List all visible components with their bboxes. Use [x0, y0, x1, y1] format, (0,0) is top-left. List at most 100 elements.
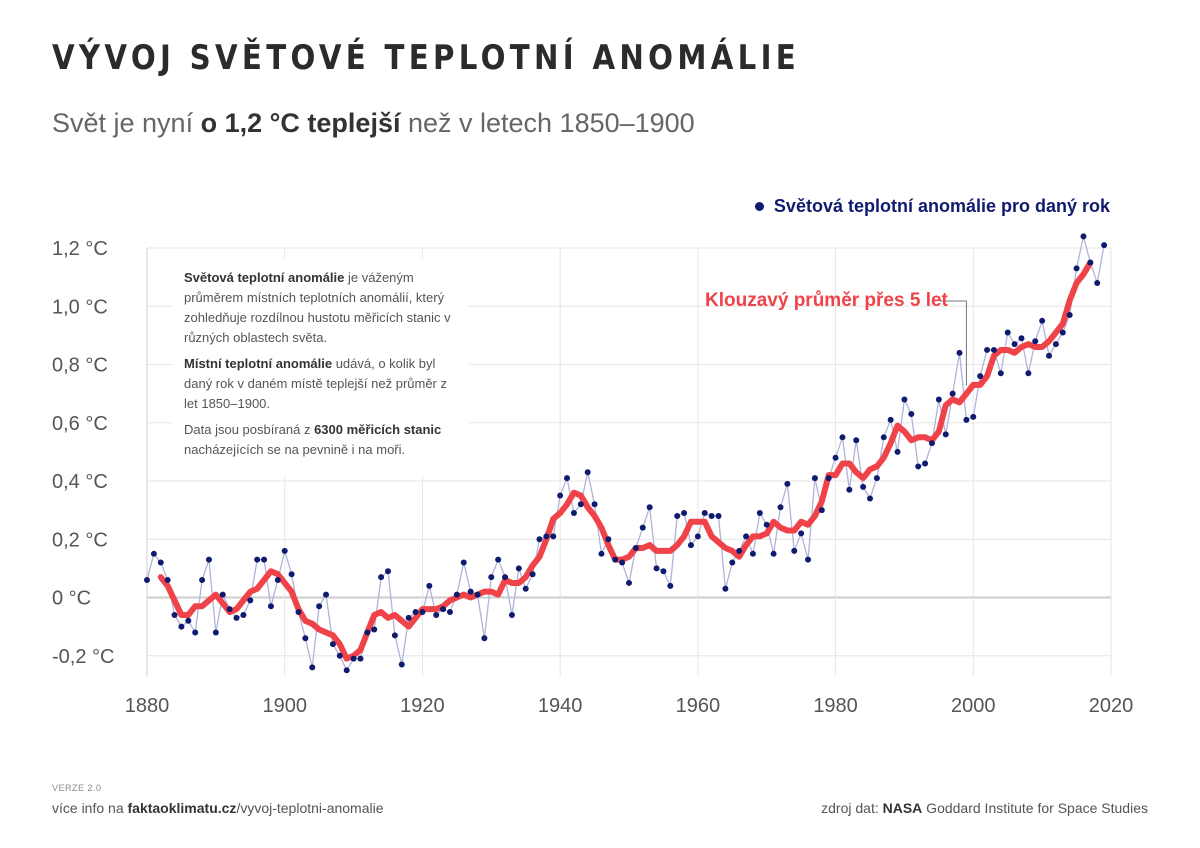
- legend-annual-label: Světová teplotní anomálie pro daný rok: [773, 196, 1110, 216]
- annual-anomaly-point: [267, 603, 274, 610]
- info-text-global: je váženým průměrem místních teplotních …: [184, 270, 451, 345]
- subtitle-after: než v letech 1850–1900: [400, 108, 695, 138]
- annual-anomaly-point: [164, 577, 171, 584]
- annual-anomaly-point: [515, 565, 522, 572]
- info-paragraph-1: Světová teplotní anomálie je váženým prů…: [184, 268, 459, 348]
- annual-anomaly-point: [722, 585, 729, 592]
- annual-anomaly-point: [446, 609, 453, 616]
- annual-anomaly-point: [584, 469, 591, 476]
- annual-anomaly-point: [412, 609, 419, 616]
- annual-anomaly-point: [378, 574, 385, 581]
- annual-anomaly-point: [419, 609, 426, 616]
- x-tick-label: 2020: [1089, 695, 1134, 717]
- annual-anomaly-point: [667, 582, 674, 589]
- annual-connector-line: [146, 236, 1105, 672]
- annual-anomaly-point: [805, 556, 812, 563]
- annual-anomaly-point: [598, 550, 605, 557]
- version-label: VERZE 2.0: [52, 783, 102, 793]
- source-prefix: zdroj dat:: [821, 800, 883, 816]
- annual-anomaly-point: [302, 635, 309, 642]
- info-paragraph-2: Místní teplotní anomálie udává, o kolik …: [184, 354, 459, 414]
- y-tick-label: 1,2 °C: [52, 238, 108, 260]
- y-tick-label: 0 °C: [52, 588, 91, 610]
- y-tick-label: 0,2 °C: [52, 529, 108, 551]
- annual-anomaly-point: [316, 603, 323, 610]
- x-tick-label: 1880: [125, 695, 170, 717]
- annual-anomaly-point: [935, 396, 942, 403]
- y-tick-label: 0,4 °C: [52, 471, 108, 493]
- annual-anomaly-point: [474, 591, 481, 598]
- annual-anomaly-point: [1039, 317, 1046, 324]
- annual-anomaly-point: [660, 568, 667, 575]
- annual-anomaly-point: [550, 533, 557, 540]
- legend-annual-anomaly: Světová teplotní anomálie pro daný rok: [754, 196, 1110, 217]
- annual-anomaly-point: [329, 641, 336, 648]
- annual-anomaly-point: [171, 611, 178, 618]
- axis-layer: 1,2 °C 1,0 °C 0,8 °C 0,6 °C 0,4 °C 0,2 °C 0 °C…: [52, 238, 1133, 717]
- annual-anomaly-point: [687, 542, 694, 549]
- annual-anomaly-point: [219, 591, 226, 598]
- annual-anomaly-point: [729, 559, 736, 566]
- annual-anomaly-point: [908, 411, 915, 418]
- annual-anomaly-point: [391, 632, 398, 639]
- annual-anomaly-point: [205, 556, 212, 563]
- annual-anomaly-point: [791, 547, 798, 554]
- annual-anomaly-point: [488, 574, 495, 581]
- x-tick-label: 1920: [400, 695, 445, 717]
- annual-anomaly-point: [254, 556, 261, 563]
- annual-anomaly-point: [915, 463, 922, 470]
- annual-anomaly-point: [811, 475, 818, 482]
- annual-anomaly-point: [832, 454, 839, 461]
- annual-anomaly-point: [970, 413, 977, 420]
- info-text-data-end: nacházejících se na pevnině i na moři.: [184, 442, 406, 457]
- moving-average-label: Klouzavý průměr přes 5 let: [705, 290, 948, 311]
- annual-anomaly-point: [743, 533, 750, 540]
- annual-anomaly-point: [398, 661, 405, 668]
- chart-subtitle: Svět je nyní o 1,2 °C teplejší než v let…: [52, 108, 695, 139]
- annual-anomaly-point: [212, 629, 219, 636]
- annual-anomaly-point: [873, 475, 880, 482]
- annual-anomaly-point: [997, 370, 1004, 377]
- annual-anomaly-point: [1018, 335, 1025, 342]
- annual-anomaly-point: [984, 346, 991, 353]
- info-term-global: Světová teplotní anomálie: [184, 270, 345, 285]
- more-info-link[interactable]: faktaoklimatu.cz: [127, 800, 237, 816]
- more-info-prefix: více info na: [52, 800, 128, 816]
- more-info-path[interactable]: /vyvoj-teplotni-anomalie: [236, 800, 384, 816]
- annual-anomaly-point: [887, 416, 894, 423]
- annual-anomaly-point: [674, 512, 681, 519]
- annual-anomaly-point: [1094, 279, 1101, 286]
- annual-anomaly-point: [770, 550, 777, 557]
- annual-anomaly-point: [922, 460, 929, 467]
- annual-anomaly-point: [784, 480, 791, 487]
- connector-layer: [146, 236, 1105, 672]
- annual-anomaly-point: [508, 611, 515, 618]
- annual-anomaly-point: [880, 434, 887, 441]
- annual-anomaly-point: [949, 390, 956, 397]
- annual-anomaly-point: [495, 556, 502, 563]
- annual-anomaly-point: [956, 349, 963, 356]
- annual-anomaly-point: [963, 416, 970, 423]
- annual-anomaly-point: [323, 591, 330, 598]
- y-tick-label: -0,2 °C: [52, 646, 114, 668]
- moving-average-callout-line: [940, 300, 967, 386]
- annual-anomaly-point: [1101, 242, 1108, 249]
- annual-anomaly-point: [681, 510, 688, 517]
- annual-anomaly-point: [543, 533, 550, 540]
- annual-anomaly-point: [736, 547, 743, 554]
- subtitle-highlight: o 1,2 °C teplejší: [200, 108, 401, 138]
- annual-anomaly-point: [839, 434, 846, 441]
- annual-anomaly-point: [570, 510, 577, 517]
- annual-anomaly-point: [694, 533, 701, 540]
- x-tick-label: 1960: [676, 695, 721, 717]
- annual-anomaly-point: [605, 536, 612, 543]
- annual-anomaly-point: [1032, 338, 1039, 345]
- annual-anomaly-point: [233, 614, 240, 621]
- info-term-local: Místní teplotní anomálie: [184, 356, 333, 371]
- annual-anomaly-point: [818, 507, 825, 514]
- y-tick-label: 0,8 °C: [52, 355, 108, 377]
- annual-anomaly-point: [564, 475, 571, 482]
- annual-anomaly-point: [157, 559, 164, 566]
- annual-anomaly-point: [756, 510, 763, 517]
